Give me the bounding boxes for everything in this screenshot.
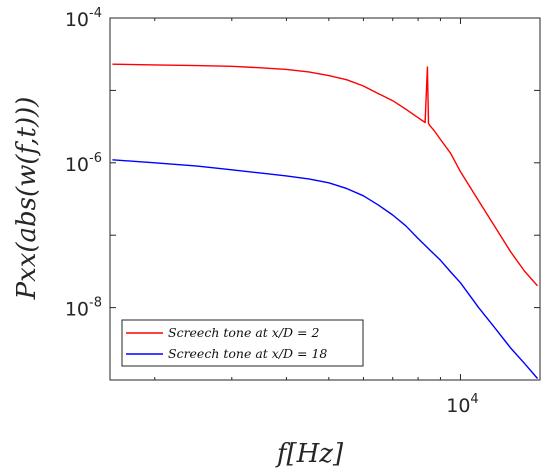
plot-frame	[109, 17, 541, 381]
y-tick-label: 10-8	[65, 296, 102, 321]
y-tick-label: 10-4	[65, 6, 102, 31]
axis-ticks	[110, 17, 540, 381]
legend: Screech tone at x/D = 2 Screech tone at …	[121, 319, 364, 367]
x-axis-label: f[Hz]	[275, 439, 344, 469]
legend-label-0: Screech tone at x/D = 2	[168, 325, 319, 340]
y-axis-label: Pxx(abs(w(f,t)))	[12, 97, 42, 301]
series-line-0	[112, 63, 539, 287]
tick-labels: 10-4 10-6 10-8 104	[65, 6, 479, 417]
series-lines	[112, 63, 539, 379]
legend-box	[121, 319, 364, 367]
y-tick-label: 10-6	[65, 151, 102, 176]
legend-label-1: Screech tone at x/D = 18	[168, 346, 327, 361]
series-line-1	[112, 159, 539, 379]
x-tick-label: 104	[446, 392, 478, 417]
